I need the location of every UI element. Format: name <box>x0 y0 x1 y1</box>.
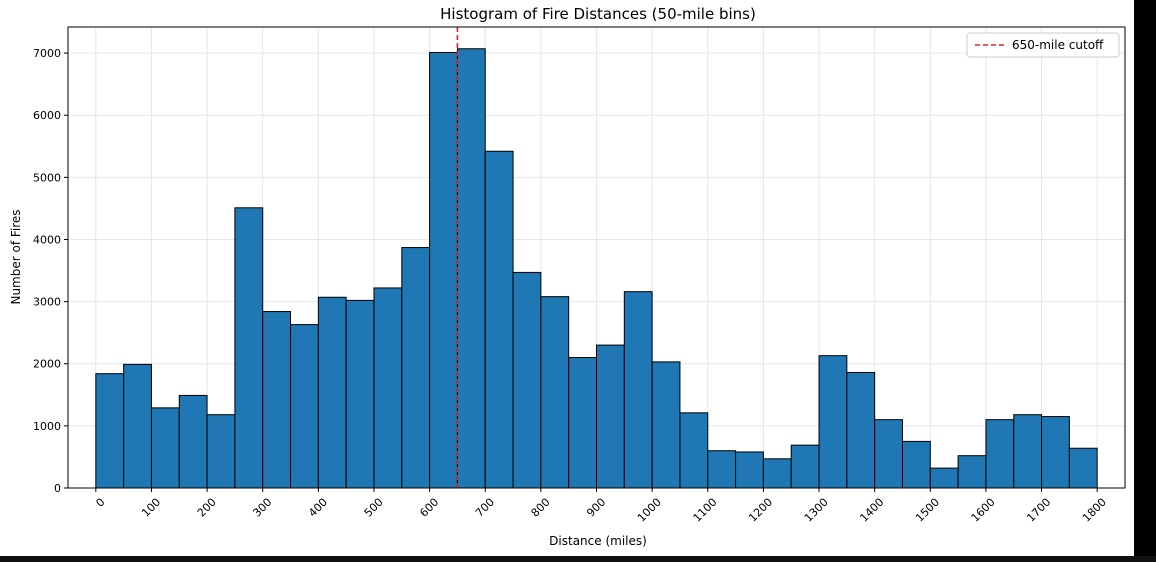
legend: 650-mile cutoff <box>966 32 1120 58</box>
histogram-bar <box>401 247 431 489</box>
x-tick-label: 1100 <box>691 496 720 525</box>
histogram-bar <box>262 311 292 489</box>
y-tick-label: 7000 <box>33 47 61 60</box>
histogram-bar <box>512 271 542 489</box>
histogram-bar <box>206 414 236 489</box>
histogram-bar <box>95 373 125 489</box>
histogram-bar <box>456 48 486 489</box>
legend-cutoff-label: 650-mile cutoff <box>1012 38 1104 52</box>
y-axis-ticks: 0 1000 2000 3000 4000 5000 6000 7000 <box>33 47 68 495</box>
legend-box <box>966 32 1120 58</box>
x-axis-label: Distance (miles) <box>549 534 647 548</box>
histogram-bar <box>345 299 375 489</box>
histogram-bar <box>846 371 876 489</box>
x-tick-label: 300 <box>250 496 274 520</box>
x-tick-label: 1200 <box>746 496 775 525</box>
x-tick-label: 1600 <box>969 496 998 525</box>
x-tick-label: 800 <box>529 496 553 520</box>
histogram-bar <box>790 444 820 489</box>
histogram-bar <box>623 291 653 489</box>
histogram-bar <box>373 287 403 489</box>
histogram-bar <box>929 467 959 489</box>
x-tick-label: 1000 <box>635 496 664 525</box>
x-tick-label: 400 <box>306 496 330 520</box>
histogram-bar <box>874 419 903 489</box>
bottom-edge-strip <box>0 556 1156 562</box>
histogram-bar <box>735 451 764 489</box>
histogram-bar <box>985 419 1015 489</box>
histogram-bar <box>818 355 848 489</box>
histogram-bar <box>762 458 792 489</box>
histogram-bar <box>290 324 319 489</box>
x-tick-label: 1500 <box>913 496 942 525</box>
histogram-bar <box>317 296 347 489</box>
histogram-bar <box>540 296 570 489</box>
x-tick-label: 700 <box>473 496 497 520</box>
histogram-bar <box>568 357 597 489</box>
y-tick-label: 5000 <box>33 171 61 184</box>
histogram-chart: Histogram of Fire Distances (50-mile bin… <box>9 5 1126 548</box>
histogram-bar <box>234 207 264 489</box>
histogram-bar <box>596 344 625 489</box>
x-tick-label: 200 <box>195 496 219 520</box>
histogram-bar <box>1041 416 1070 489</box>
histogram-bar <box>651 361 681 489</box>
histogram-bar <box>901 440 931 489</box>
y-tick-label: 1000 <box>33 420 61 433</box>
y-tick-label: 0 <box>54 482 61 495</box>
y-tick-label: 2000 <box>33 358 61 371</box>
x-tick-label: 1400 <box>857 496 886 525</box>
x-tick-label: 600 <box>417 496 441 520</box>
x-tick-label: 1700 <box>1024 496 1053 525</box>
y-axis-label: Number of Fires <box>9 209 23 304</box>
x-tick-label: 100 <box>139 496 163 520</box>
histogram-bar <box>1013 414 1043 489</box>
y-tick-label: 6000 <box>33 109 61 122</box>
histogram-bar <box>1068 447 1098 489</box>
x-tick-label: 1800 <box>1080 496 1109 525</box>
histogram-bar <box>178 394 208 489</box>
histogram-bar <box>484 150 514 489</box>
x-tick-label: 900 <box>584 496 608 520</box>
x-axis-ticks: 0 100 200 300 400 500 600 700 800 900 1000 1100 1200… <box>93 488 1109 525</box>
x-tick-label: 500 <box>362 496 386 520</box>
histogram-bar <box>957 455 987 489</box>
x-tick-label: 0 <box>93 496 107 510</box>
histogram-bar <box>123 363 152 489</box>
chart-title: Histogram of Fire Distances (50-mile bin… <box>440 5 756 23</box>
histogram-bar <box>150 407 180 489</box>
histogram-bar <box>429 51 458 489</box>
x-tick-label: 1300 <box>802 496 831 525</box>
y-tick-label: 4000 <box>33 233 61 246</box>
histogram-bars <box>95 48 1098 489</box>
histogram-bar <box>707 450 737 489</box>
histogram-bar <box>679 412 709 489</box>
y-tick-label: 3000 <box>33 296 61 309</box>
